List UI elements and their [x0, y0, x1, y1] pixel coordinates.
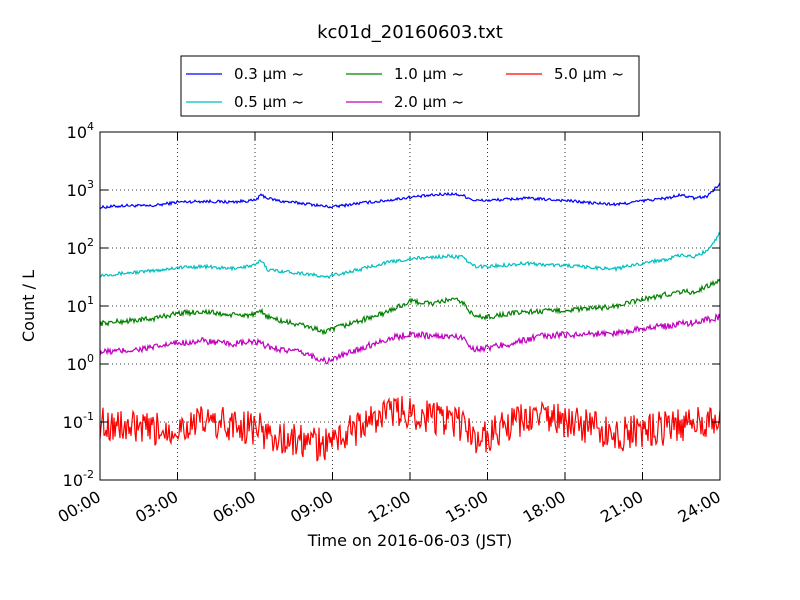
series-line-4	[99, 396, 721, 462]
y-tick-label: 101	[67, 294, 94, 316]
series-line-2	[99, 278, 721, 336]
series-line-0	[99, 182, 721, 210]
legend-label: 1.0 μm ~	[394, 65, 464, 83]
plot-series	[99, 182, 721, 462]
axis-ticks	[99, 131, 721, 481]
y-tick-label: 10-1	[63, 410, 94, 432]
series-line-3	[99, 313, 721, 365]
legend-label: 0.5 μm ~	[234, 93, 304, 111]
y-tick-label: 102	[67, 236, 94, 258]
legend: 0.3 μm ~ 0.5 μm ~ 1.0 μm ~ 2.0 μm ~ 5.0 μm ~	[180, 55, 640, 117]
legend-box	[180, 55, 640, 117]
series-line-1	[99, 231, 721, 280]
y-axis-label: Count / L	[19, 270, 38, 342]
legend-label: 2.0 μm ~	[394, 93, 464, 111]
y-tick-label: 100	[67, 352, 94, 374]
y-tick-label: 103	[67, 178, 94, 200]
y-tick-label: 10-2	[63, 468, 94, 490]
chart-title: kc01d_20160603.txt	[317, 22, 503, 43]
y-axis-tick-labels: 10-2 10-1 100 101 102 103 104	[63, 120, 94, 490]
x-axis-label: Time on 2016-06-03 (JST)	[307, 531, 512, 550]
y-tick-label: 104	[67, 120, 94, 142]
legend-label: 5.0 μm ~	[554, 65, 624, 83]
legend-label: 0.3 μm ~	[234, 65, 304, 83]
